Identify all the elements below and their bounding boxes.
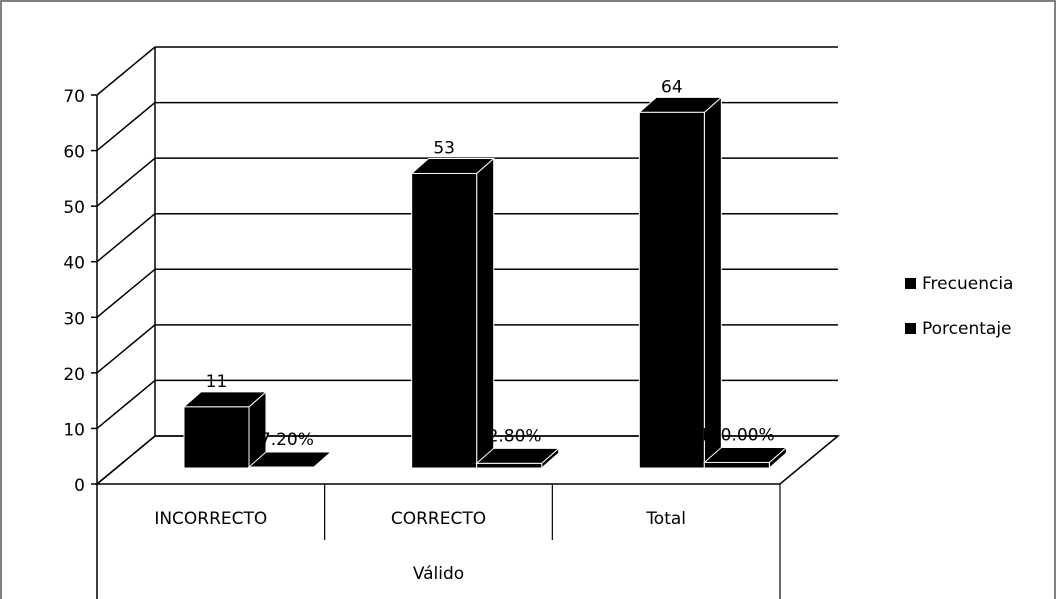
bar (411, 172, 478, 469)
grid-line (96, 324, 156, 374)
data-label: 17.20% (249, 430, 314, 450)
grid-line (96, 101, 156, 152)
grid-line (96, 268, 156, 318)
y-tick-label: 20 (63, 365, 85, 385)
y-tick-label: 30 (63, 309, 85, 329)
data-label: 82.80% (477, 426, 542, 446)
group-label: Válido (413, 564, 464, 584)
grid-line (96, 157, 156, 207)
bar (248, 466, 315, 469)
bar (703, 461, 770, 469)
grid-line (96, 435, 156, 485)
x-tick-label: CORRECTO (391, 509, 486, 529)
legend-label: Porcentaje (922, 319, 1012, 339)
grid-line (96, 379, 156, 430)
bar-side (476, 157, 495, 470)
bar-side (703, 96, 722, 470)
data-label: 53 (433, 138, 455, 158)
x-tick-label: Total (645, 509, 686, 529)
y-tick-label: 70 (63, 87, 85, 107)
grid-line (96, 213, 156, 263)
grid-line (96, 46, 156, 96)
bar (183, 406, 250, 469)
bar (476, 462, 543, 469)
y-tick-label: 10 (63, 420, 85, 440)
y-tick-label: 60 (63, 143, 85, 163)
data-label: 100.00% (699, 425, 775, 445)
data-label: 11 (206, 372, 228, 392)
y-tick-label: 50 (63, 198, 85, 218)
legend-swatch (905, 278, 916, 289)
x-tick-label: INCORRECTO (154, 509, 267, 529)
legend-label: Frecuencia (922, 274, 1013, 294)
legend-swatch (905, 323, 916, 334)
data-label: 64 (661, 77, 683, 97)
y-tick-label: 40 (63, 254, 85, 274)
bar (638, 111, 705, 469)
y-tick-label: 0 (74, 476, 85, 496)
